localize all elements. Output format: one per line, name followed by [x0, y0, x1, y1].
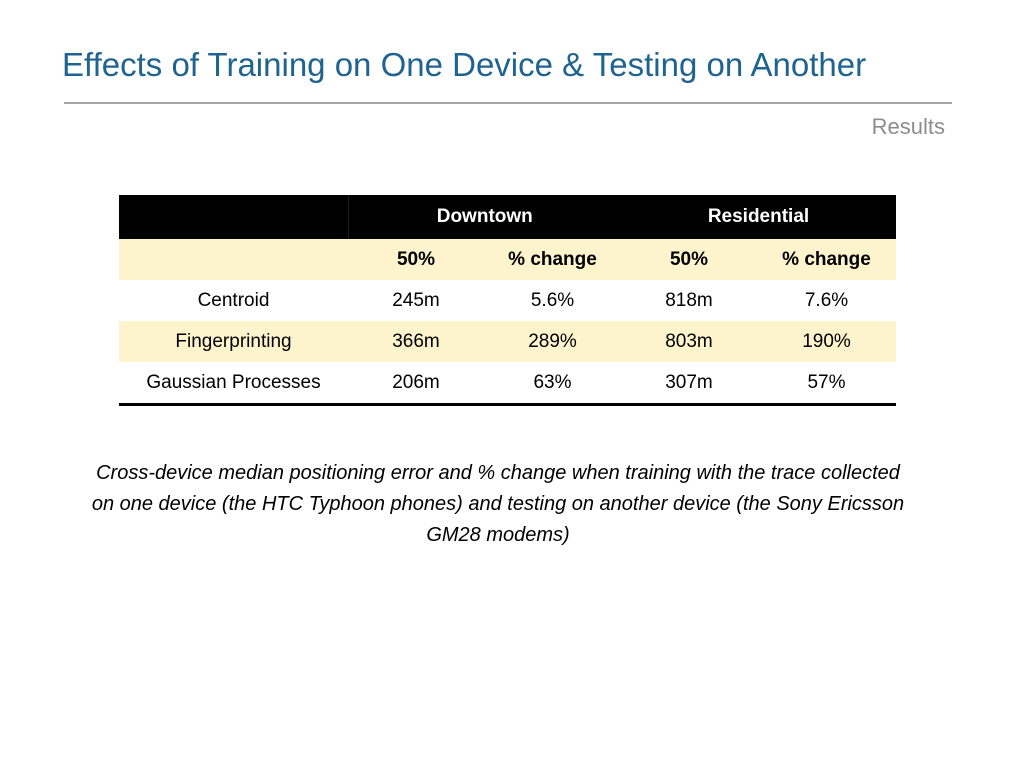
subheader-downtown-change: % change: [484, 239, 621, 280]
table-cell: 818m: [665, 289, 713, 311]
subheader-row: 50% % change 50% % change: [119, 239, 896, 280]
row-label: Centroid: [197, 289, 270, 311]
header-corner-cell: [119, 195, 349, 239]
table-cell: 7.6%: [804, 289, 849, 311]
subheader-residential-median: 50%: [621, 239, 757, 280]
table-cell: 307m: [621, 362, 757, 406]
section-label: Results: [871, 114, 945, 139]
subheader-downtown-median: 50%: [348, 239, 484, 280]
table-caption: Cross-device median positioning error an…: [91, 462, 905, 546]
table-cell: 57%: [757, 362, 896, 406]
subheader-corner-cell: [119, 239, 348, 280]
row-label: Fingerprinting: [119, 321, 348, 362]
table-cell: 5.6%: [530, 289, 575, 311]
table-row-gaussian-processes: Gaussian Processes 206m 63% 307m 57%: [119, 362, 896, 406]
slide-title: Effects of Training on One Device & Test…: [62, 46, 867, 83]
row-label: Gaussian Processes: [119, 362, 348, 406]
table-row-fingerprinting: Fingerprinting 366m 289% 803m 190%: [119, 321, 896, 362]
table-cell: 190%: [757, 321, 896, 362]
subheader-residential-change: % change: [757, 239, 896, 280]
table-cell: 803m: [621, 321, 757, 362]
table-cell: 366m: [348, 321, 484, 362]
group-header-residential: Residential: [621, 195, 896, 239]
table-cell: 206m: [348, 362, 484, 406]
table-cell: 63%: [484, 362, 621, 406]
group-header-downtown: Downtown: [348, 195, 621, 239]
table-row-centroid: Centroid 245m 5.6% 818m 7.6%: [119, 280, 896, 321]
table-cell: 245m: [392, 289, 440, 311]
results-table: Downtown Residential 50% % change 50% % …: [119, 195, 896, 406]
title-divider: [64, 102, 952, 104]
group-header-row: Downtown Residential: [119, 195, 896, 239]
table-cell: 289%: [484, 321, 621, 362]
results-table-container: Downtown Residential 50% % change 50% % …: [119, 195, 896, 406]
